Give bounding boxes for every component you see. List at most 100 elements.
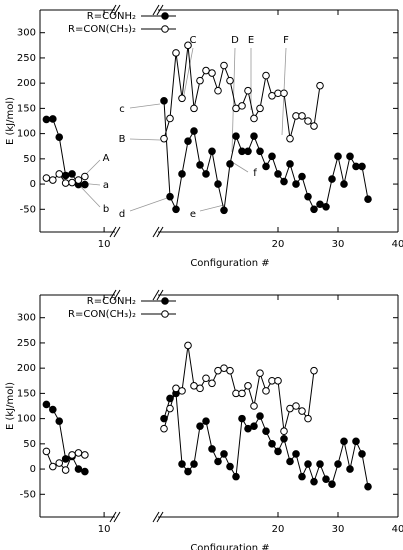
data-point: [178, 94, 186, 103]
data-point: [61, 466, 70, 474]
data-point: [196, 384, 204, 393]
data-point: [238, 389, 246, 398]
data-point: [358, 450, 366, 458]
y-tick-label: 200: [17, 363, 36, 374]
y-tick-label: 50: [23, 154, 36, 165]
data-point: [340, 437, 348, 446]
axis-break: [113, 511, 121, 523]
data-point: [280, 177, 288, 186]
data-point: [274, 447, 282, 456]
data-point: [304, 414, 312, 423]
y-tick-label: 50: [23, 439, 36, 450]
data-point: [214, 457, 222, 466]
x-tick-label: 10: [98, 524, 111, 535]
data-point: [178, 460, 186, 468]
data-point: [68, 451, 76, 459]
annotation: A: [103, 153, 110, 164]
data-point: [184, 41, 192, 50]
data-point: [172, 49, 180, 57]
axis-break: [109, 4, 117, 16]
data-point: [178, 387, 186, 395]
data-point: [81, 172, 89, 181]
annotation: B: [119, 134, 126, 145]
legend-label: R=CON(CH₃)₂: [68, 24, 136, 35]
series-line: [163, 45, 321, 139]
data-point: [184, 341, 192, 350]
data-point: [340, 180, 348, 188]
data-point: [61, 455, 70, 463]
data-point: [178, 170, 186, 178]
data-point: [226, 76, 234, 85]
data-point: [166, 192, 174, 201]
data-point: [244, 86, 252, 95]
data-point: [190, 460, 198, 468]
data-point: [81, 180, 89, 189]
data-point: [226, 160, 234, 168]
data-point: [208, 379, 216, 388]
data-point: [280, 434, 288, 443]
data-point: [190, 104, 198, 113]
x-tick-label: 40: [392, 239, 403, 250]
data-point: [202, 170, 210, 178]
data-point: [81, 451, 89, 459]
data-point: [250, 422, 258, 430]
data-point: [42, 115, 51, 124]
annotation-line: [199, 204, 225, 212]
y-tick-label: 300: [17, 28, 36, 39]
data-point: [166, 114, 174, 123]
annotation: F: [283, 35, 289, 46]
data-point: [352, 437, 360, 446]
data-point: [322, 475, 330, 483]
y-tick-label: 0: [30, 179, 36, 190]
data-point: [202, 417, 210, 425]
data-point: [68, 170, 76, 178]
legend-marker: [161, 297, 169, 305]
data-point: [74, 176, 83, 184]
data-point: [298, 112, 306, 120]
axis-break: [156, 511, 164, 523]
data-point: [298, 472, 306, 481]
data-point: [286, 134, 294, 143]
x-tick-label: 20: [272, 239, 285, 250]
axis-break: [109, 511, 117, 523]
y-tick-label: 0: [30, 464, 36, 475]
data-point: [202, 374, 210, 383]
data-point: [208, 69, 216, 77]
data-point: [274, 376, 282, 385]
annotation: a: [103, 180, 109, 191]
annotation: E: [248, 35, 254, 46]
annotation-line: [182, 47, 194, 101]
data-point: [232, 472, 240, 481]
axis-break: [113, 289, 121, 301]
y-axis-label: E (kJ/mol): [5, 382, 16, 430]
data-point: [268, 440, 276, 448]
x-tick-label: 30: [332, 524, 345, 535]
data-point: [196, 161, 204, 169]
data-point: [256, 412, 264, 420]
annotation: f: [253, 168, 257, 179]
data-point: [42, 447, 51, 456]
data-point: [244, 147, 252, 156]
data-point: [292, 180, 300, 188]
annotation: e: [190, 209, 196, 220]
annotation-line: [129, 103, 161, 109]
data-point: [346, 152, 354, 161]
legend-label: R=CONH₂: [87, 296, 136, 307]
data-point: [322, 202, 330, 211]
data-point: [358, 162, 366, 171]
legend-label: R=CONH₂: [87, 11, 136, 22]
data-point: [42, 400, 51, 409]
annotation-line: [79, 185, 101, 208]
data-point: [172, 205, 180, 214]
annotation-line: [129, 138, 161, 141]
data-point: [298, 407, 306, 415]
legend-marker: [161, 12, 169, 20]
data-point: [304, 460, 312, 468]
y-tick-label: 300: [17, 313, 36, 324]
y-tick-label: 100: [17, 414, 36, 425]
annotation-line: [231, 161, 249, 173]
data-point: [214, 86, 222, 95]
data-point: [316, 460, 324, 468]
data-point: [74, 449, 83, 457]
data-point: [61, 179, 70, 187]
